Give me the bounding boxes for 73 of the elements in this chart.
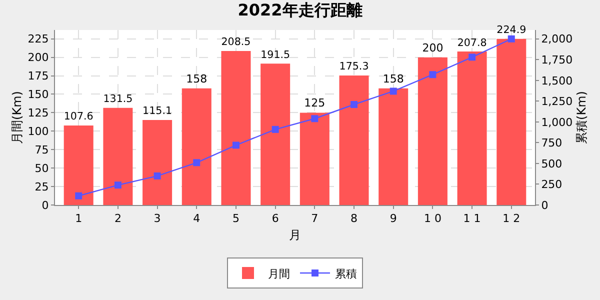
point bbox=[272, 126, 279, 133]
bar bbox=[378, 88, 408, 205]
bar bbox=[339, 76, 369, 205]
data-label: 131.5 bbox=[103, 93, 133, 106]
bar bbox=[142, 120, 172, 205]
y-tick-label: 125 bbox=[28, 106, 49, 120]
legend-label: 月間 bbox=[268, 267, 290, 280]
bar bbox=[64, 126, 94, 205]
y2-tick-label: 1,500 bbox=[541, 74, 573, 88]
y-tick-label: 50 bbox=[34, 162, 49, 175]
data-label: 224.9 bbox=[496, 24, 526, 36]
bar bbox=[457, 52, 487, 205]
x-tick-label: 9 bbox=[390, 212, 397, 226]
data-label: 208.5 bbox=[221, 36, 251, 48]
chart-title: 2022年走行距離 bbox=[238, 0, 362, 20]
y-tick-label: 225 bbox=[28, 32, 49, 46]
bar bbox=[496, 38, 526, 205]
point bbox=[350, 101, 358, 108]
bar bbox=[103, 108, 133, 205]
point bbox=[75, 192, 82, 200]
y-tick-label: 100 bbox=[28, 125, 49, 138]
point bbox=[508, 35, 515, 42]
point bbox=[193, 159, 200, 166]
y2-tick-label: 2,000 bbox=[541, 32, 573, 46]
y-tick-label: 150 bbox=[28, 88, 49, 102]
x-tick-label: 5 bbox=[232, 212, 240, 226]
bar bbox=[260, 64, 290, 205]
y-axis-title: 月間(Km) bbox=[10, 91, 24, 144]
y2-tick-label: 1,250 bbox=[541, 95, 573, 108]
y2-axis-title: 累積(Km) bbox=[574, 91, 589, 144]
x-tick-label: 2 bbox=[114, 212, 122, 226]
x-tick-label: 1 bbox=[75, 212, 82, 226]
point bbox=[311, 115, 318, 122]
y2-tick-label: 1,750 bbox=[541, 54, 573, 66]
y-tick-label: 175 bbox=[28, 70, 49, 83]
data-label: 191.5 bbox=[260, 48, 290, 61]
bar bbox=[418, 57, 448, 205]
point bbox=[468, 54, 476, 61]
bar bbox=[182, 88, 212, 205]
x-tick-label: 1 2 bbox=[502, 212, 520, 226]
y2-tick-label: 1,000 bbox=[541, 116, 573, 129]
y2-tick-label: 0 bbox=[541, 198, 548, 212]
y2-tick-label: 250 bbox=[541, 178, 562, 192]
point bbox=[429, 71, 436, 78]
y-tick-label: 75 bbox=[34, 143, 49, 156]
data-label: 115.1 bbox=[142, 105, 172, 118]
x-tick-label: 4 bbox=[193, 212, 200, 226]
data-label: 158 bbox=[382, 72, 404, 86]
bar bbox=[221, 51, 251, 205]
data-label: 125 bbox=[304, 96, 326, 110]
point bbox=[114, 182, 122, 189]
legend-label: 累積 bbox=[335, 267, 357, 280]
data-label: 207.8 bbox=[457, 36, 487, 49]
bar bbox=[300, 112, 330, 205]
data-label: 200 bbox=[422, 41, 444, 54]
y-tick-label: 0 bbox=[42, 198, 49, 212]
y-tick-label: 200 bbox=[28, 51, 49, 64]
x-tick-label: 3 bbox=[154, 212, 161, 226]
point bbox=[390, 88, 397, 95]
data-label: 158 bbox=[186, 72, 208, 86]
point bbox=[154, 172, 161, 180]
data-label: 175.3 bbox=[339, 60, 369, 73]
x-tick-label: 1 0 bbox=[424, 212, 442, 226]
data-label: 107.6 bbox=[64, 110, 94, 123]
x-tick-label: 6 bbox=[272, 212, 279, 226]
x-tick-label: 1 1 bbox=[463, 212, 481, 226]
point bbox=[232, 142, 240, 149]
y-tick-label: 25 bbox=[34, 180, 49, 194]
x-tick-label: 7 bbox=[311, 212, 318, 226]
y2-tick-label: 500 bbox=[541, 157, 562, 170]
x-tick-label: 8 bbox=[350, 212, 358, 226]
y2-tick-label: 750 bbox=[541, 136, 562, 150]
x-axis-title: 月 bbox=[289, 228, 301, 242]
